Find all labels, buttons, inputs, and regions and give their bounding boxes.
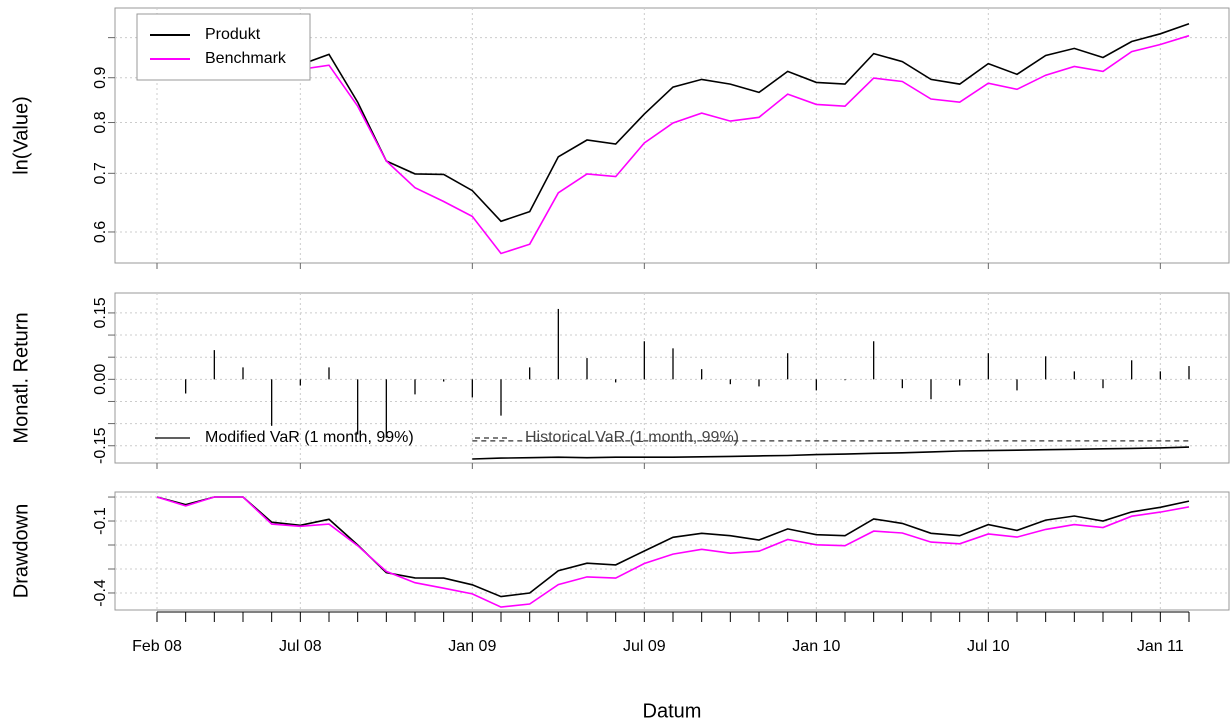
- y-axis-label: ln(Value): [10, 96, 32, 175]
- x-tick-label: Jan 10: [792, 638, 840, 655]
- x-tick-label: Feb 08: [132, 638, 182, 655]
- legend-box: [136, 13, 311, 81]
- y-tick-label: 0.00: [92, 364, 109, 395]
- series-line: [156, 496, 1190, 608]
- x-tick-label: Jul 10: [967, 638, 1010, 655]
- x-tick-label: Jul 09: [623, 638, 666, 655]
- y-tick-label: 0.6: [92, 221, 109, 243]
- plot-box: [114, 7, 1230, 264]
- x-tick-label: Jan 09: [448, 638, 496, 655]
- plot-box: [114, 292, 1230, 464]
- series-line: [156, 16, 1190, 223]
- legend-label: Produkt: [205, 26, 261, 43]
- y-tick-label: 0.7: [92, 162, 109, 184]
- y-tick-label: 0.8: [92, 111, 109, 133]
- y-tick-label: -0.4: [92, 579, 109, 607]
- legend-label: Modified VaR (1 month, 99%): [205, 429, 414, 446]
- y-tick-label: 0.9: [92, 66, 109, 88]
- x-tick-label: Jul 08: [279, 638, 322, 655]
- y-axis-label: Monatl. Return: [10, 312, 32, 443]
- plot-box: [114, 491, 1230, 611]
- legend-label: Historical VaR (1 month, 99%): [525, 429, 739, 446]
- y-tick-label: -0.15: [92, 427, 109, 464]
- x-axis-label: Datum: [643, 700, 702, 722]
- series-line: [156, 18, 1190, 255]
- series-line: [472, 446, 1190, 460]
- legend-label: Benchmark: [205, 50, 287, 67]
- y-tick-label: 0.15: [92, 297, 109, 328]
- y-axis-label: Drawdown: [10, 504, 32, 598]
- series-line: [156, 496, 1190, 598]
- y-tick-label: -0.1: [92, 507, 109, 535]
- x-tick-label: Jan 11: [1137, 638, 1184, 655]
